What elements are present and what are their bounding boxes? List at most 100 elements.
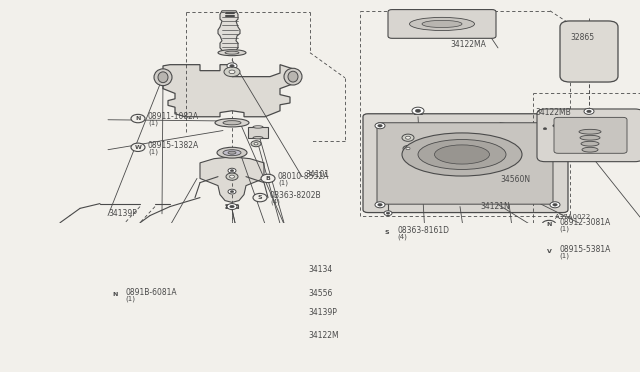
Text: (1): (1) [559, 253, 569, 259]
Text: 34122MB: 34122MB [535, 108, 571, 117]
Text: (1): (1) [278, 179, 288, 186]
Text: (1): (1) [148, 148, 158, 155]
Text: 34556: 34556 [308, 289, 332, 298]
FancyBboxPatch shape [560, 21, 618, 82]
Text: N: N [112, 292, 118, 297]
Circle shape [415, 109, 420, 112]
Ellipse shape [158, 72, 168, 83]
Circle shape [230, 170, 234, 172]
Text: 08915-1382A: 08915-1382A [148, 141, 199, 150]
Ellipse shape [284, 68, 302, 85]
Circle shape [550, 123, 560, 129]
Circle shape [584, 108, 594, 114]
Text: A37A0022: A37A0022 [555, 214, 591, 220]
Text: 34134: 34134 [308, 265, 332, 274]
Circle shape [380, 228, 394, 237]
Text: B: B [266, 176, 271, 181]
Text: 34101: 34101 [305, 170, 329, 179]
Ellipse shape [579, 129, 601, 134]
Text: 34122M: 34122M [308, 331, 339, 340]
Ellipse shape [581, 141, 599, 146]
Text: N: N [135, 116, 141, 121]
Ellipse shape [253, 126, 263, 128]
Ellipse shape [223, 121, 241, 125]
Circle shape [378, 203, 382, 206]
Circle shape [253, 193, 267, 202]
Circle shape [553, 203, 557, 206]
Text: 34560N: 34560N [500, 175, 530, 184]
Polygon shape [163, 65, 293, 117]
Ellipse shape [410, 17, 474, 31]
Circle shape [384, 211, 392, 215]
Circle shape [254, 142, 258, 145]
Text: (1): (1) [559, 225, 569, 232]
Circle shape [402, 134, 414, 141]
Ellipse shape [215, 119, 249, 127]
Polygon shape [218, 11, 240, 53]
Text: W: W [134, 145, 141, 150]
Text: N: N [547, 222, 552, 227]
Circle shape [131, 114, 145, 123]
Text: 0891B-6081A: 0891B-6081A [125, 288, 177, 297]
Circle shape [230, 175, 234, 178]
Circle shape [230, 205, 234, 208]
Circle shape [378, 124, 382, 127]
Ellipse shape [253, 137, 263, 139]
Text: 34122MA: 34122MA [450, 41, 486, 49]
Circle shape [406, 147, 410, 150]
Circle shape [108, 291, 122, 299]
Circle shape [375, 123, 385, 129]
Circle shape [131, 143, 145, 151]
Text: 08911-1082A: 08911-1082A [148, 112, 199, 121]
Text: 34121N: 34121N [480, 202, 509, 211]
Circle shape [403, 145, 413, 151]
Ellipse shape [288, 71, 298, 82]
Ellipse shape [218, 50, 246, 56]
Text: V: V [547, 249, 552, 254]
Ellipse shape [225, 51, 239, 54]
Text: 08010-8552A: 08010-8552A [278, 172, 330, 181]
FancyBboxPatch shape [554, 117, 627, 153]
Circle shape [542, 220, 556, 229]
Text: S: S [385, 230, 389, 235]
Ellipse shape [402, 133, 522, 176]
Circle shape [228, 189, 236, 194]
Circle shape [553, 124, 557, 127]
Ellipse shape [154, 69, 172, 86]
Text: 34139P: 34139P [308, 308, 337, 317]
Text: (1): (1) [125, 295, 135, 302]
Circle shape [227, 63, 237, 69]
Text: 32865: 32865 [570, 33, 594, 42]
Circle shape [543, 128, 547, 130]
Ellipse shape [418, 140, 506, 170]
FancyBboxPatch shape [388, 10, 496, 38]
Circle shape [251, 141, 261, 147]
Text: 0B363-8202B: 0B363-8202B [270, 191, 322, 200]
Circle shape [230, 190, 234, 193]
Circle shape [587, 110, 591, 113]
Ellipse shape [580, 135, 600, 140]
Text: 08363-8161D: 08363-8161D [397, 226, 449, 235]
Circle shape [412, 107, 424, 114]
Text: (1): (1) [148, 119, 158, 126]
Text: (4): (4) [397, 233, 407, 240]
Circle shape [375, 202, 385, 208]
Ellipse shape [422, 20, 462, 28]
Ellipse shape [223, 150, 241, 155]
Ellipse shape [582, 147, 598, 152]
Circle shape [230, 64, 234, 67]
Polygon shape [200, 157, 264, 202]
Circle shape [261, 174, 275, 183]
Circle shape [550, 202, 560, 208]
FancyBboxPatch shape [377, 123, 553, 204]
Circle shape [224, 67, 240, 77]
Ellipse shape [435, 145, 490, 164]
Circle shape [226, 173, 238, 180]
Circle shape [386, 212, 390, 214]
Polygon shape [248, 127, 268, 138]
Text: S: S [258, 195, 262, 200]
Circle shape [227, 203, 237, 209]
Circle shape [228, 168, 236, 173]
FancyBboxPatch shape [363, 114, 568, 212]
Text: 08915-5381A: 08915-5381A [559, 245, 611, 254]
